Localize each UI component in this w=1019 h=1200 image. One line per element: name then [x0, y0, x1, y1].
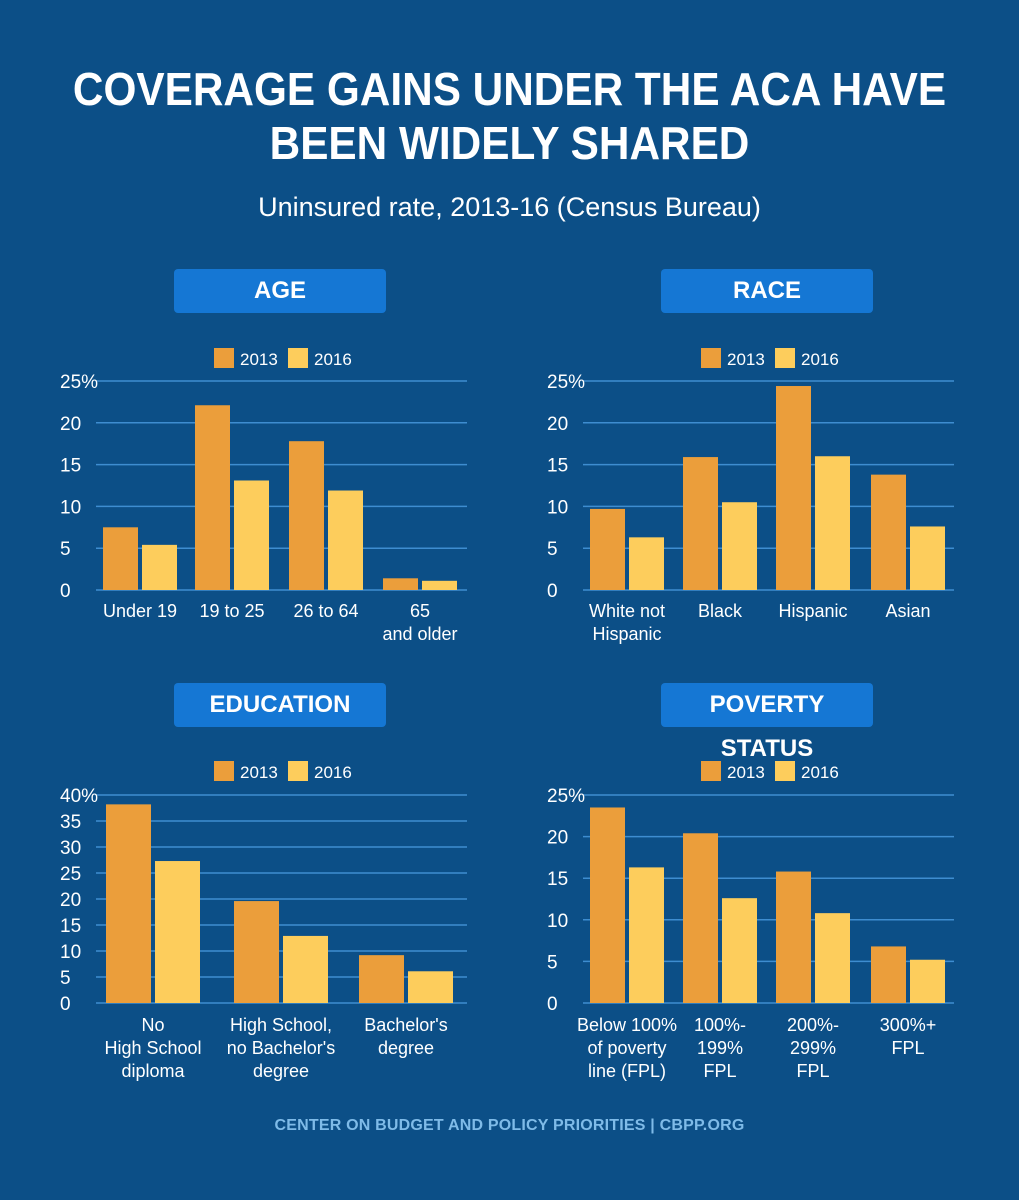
- legend-label-2016: 2016: [801, 763, 839, 782]
- bar-2013: [195, 405, 230, 590]
- y-tick-label: 20: [60, 890, 81, 911]
- y-tick-label: 25%: [60, 372, 98, 393]
- bar-2016: [722, 502, 757, 590]
- bar-2016: [910, 526, 945, 590]
- y-tick-label: 40%: [60, 786, 98, 807]
- legend-swatch-2013: [214, 761, 234, 781]
- bar-2013: [683, 457, 718, 590]
- footer-credit: CENTER ON BUDGET AND POLICY PRIORITIES |…: [274, 1117, 745, 1134]
- legend-label-2016: 2016: [314, 763, 352, 782]
- bar-2013: [683, 833, 718, 1003]
- x-category-label: White not Hispanic: [589, 601, 665, 644]
- y-tick-label: 15: [547, 456, 568, 477]
- x-category-label: No High School diploma: [104, 1015, 201, 1081]
- y-tick-label: 5: [547, 539, 558, 560]
- panel-title-age: AGE: [174, 269, 386, 313]
- bar-2013: [776, 871, 811, 1003]
- y-tick-label: 5: [60, 539, 71, 560]
- panel-title-poverty-status: POVERTY STATUS: [661, 683, 873, 762]
- bar-2013: [590, 508, 625, 590]
- y-tick-label: 0: [60, 994, 71, 1015]
- y-tick-label: 25: [60, 864, 81, 885]
- legend-swatch-2013: [214, 348, 234, 368]
- bar-2016: [910, 959, 945, 1003]
- legend-label-2013: 2013: [240, 763, 278, 782]
- bar-2013: [383, 578, 418, 590]
- y-tick-label: 20: [60, 414, 81, 435]
- x-category-label: Under 19: [103, 601, 177, 621]
- x-category-label: 26 to 64: [293, 601, 358, 621]
- y-tick-label: 0: [547, 994, 558, 1015]
- legend-swatch-2016: [288, 348, 308, 368]
- x-category-label: Hispanic: [778, 601, 847, 621]
- x-category-label: 300%+ FPL: [880, 1015, 937, 1058]
- bar-2016: [328, 490, 363, 590]
- bar-2016: [283, 935, 328, 1003]
- legend-label-2013: 2013: [727, 763, 765, 782]
- x-category-label: Asian: [885, 601, 930, 621]
- bar-2013: [776, 386, 811, 590]
- y-tick-label: 10: [60, 497, 81, 518]
- bar-2013: [106, 804, 151, 1003]
- panel-title-race: RACE: [661, 269, 873, 313]
- y-tick-label: 10: [547, 497, 568, 518]
- bar-2016: [234, 480, 269, 590]
- y-tick-label: 20: [547, 828, 568, 849]
- bar-2013: [103, 527, 138, 590]
- bar-2013: [871, 946, 906, 1003]
- legend-label-2013: 2013: [240, 350, 278, 369]
- y-tick-label: 25%: [547, 786, 585, 807]
- bar-2016: [422, 580, 457, 590]
- bar-2016: [629, 537, 664, 590]
- legend-swatch-2016: [775, 348, 795, 368]
- x-category-label: High School, no Bachelor's degree: [227, 1015, 336, 1081]
- bar-2016: [815, 913, 850, 1003]
- y-tick-label: 5: [547, 952, 558, 973]
- bar-2016: [142, 544, 177, 590]
- legend-swatch-2013: [701, 348, 721, 368]
- y-tick-label: 0: [547, 581, 558, 602]
- bar-2013: [289, 441, 324, 590]
- y-tick-label: 20: [547, 414, 568, 435]
- legend-swatch-2016: [288, 761, 308, 781]
- legend-swatch-2016: [775, 761, 795, 781]
- legend-label-2016: 2016: [801, 350, 839, 369]
- y-tick-label: 25%: [547, 372, 585, 393]
- y-tick-label: 0: [60, 581, 71, 602]
- panel-title-education: EDUCATION: [174, 683, 386, 727]
- page-subtitle: Uninsured rate, 2013-16 (Census Bureau): [258, 192, 761, 222]
- x-category-label: Below 100% of poverty line (FPL): [577, 1015, 677, 1081]
- x-category-label: 19 to 25: [199, 601, 264, 621]
- x-category-label: Bachelor's degree: [364, 1015, 447, 1058]
- y-tick-label: 15: [60, 916, 81, 937]
- bar-2016: [722, 898, 757, 1003]
- legend-swatch-2013: [701, 761, 721, 781]
- page-title-line: Been Widely Shared: [269, 117, 750, 169]
- x-category-label: 65 and older: [382, 601, 457, 644]
- bar-2016: [629, 867, 664, 1003]
- y-tick-label: 15: [547, 869, 568, 890]
- bar-2016: [408, 971, 453, 1003]
- legend-label-2013: 2013: [727, 350, 765, 369]
- x-category-label: 200%-299% FPL: [787, 1015, 839, 1081]
- y-tick-label: 35: [60, 812, 81, 833]
- bar-2016: [155, 861, 200, 1003]
- bar-2013: [234, 901, 279, 1003]
- page-title: Coverage Gains Under the ACA Have Been W…: [41, 62, 978, 170]
- y-tick-label: 10: [60, 942, 81, 963]
- legend-label-2016: 2016: [314, 350, 352, 369]
- x-category-label: Black: [698, 601, 743, 621]
- y-tick-label: 10: [547, 911, 568, 932]
- bar-2013: [590, 807, 625, 1003]
- bar-2016: [815, 456, 850, 590]
- bar-2013: [359, 955, 404, 1003]
- bar-2013: [871, 474, 906, 590]
- y-tick-label: 30: [60, 838, 81, 859]
- page-title-line: Coverage Gains Under the ACA Have: [72, 63, 947, 115]
- x-category-label: 100%-199% FPL: [694, 1015, 746, 1081]
- y-tick-label: 5: [60, 968, 71, 989]
- y-tick-label: 15: [60, 456, 81, 477]
